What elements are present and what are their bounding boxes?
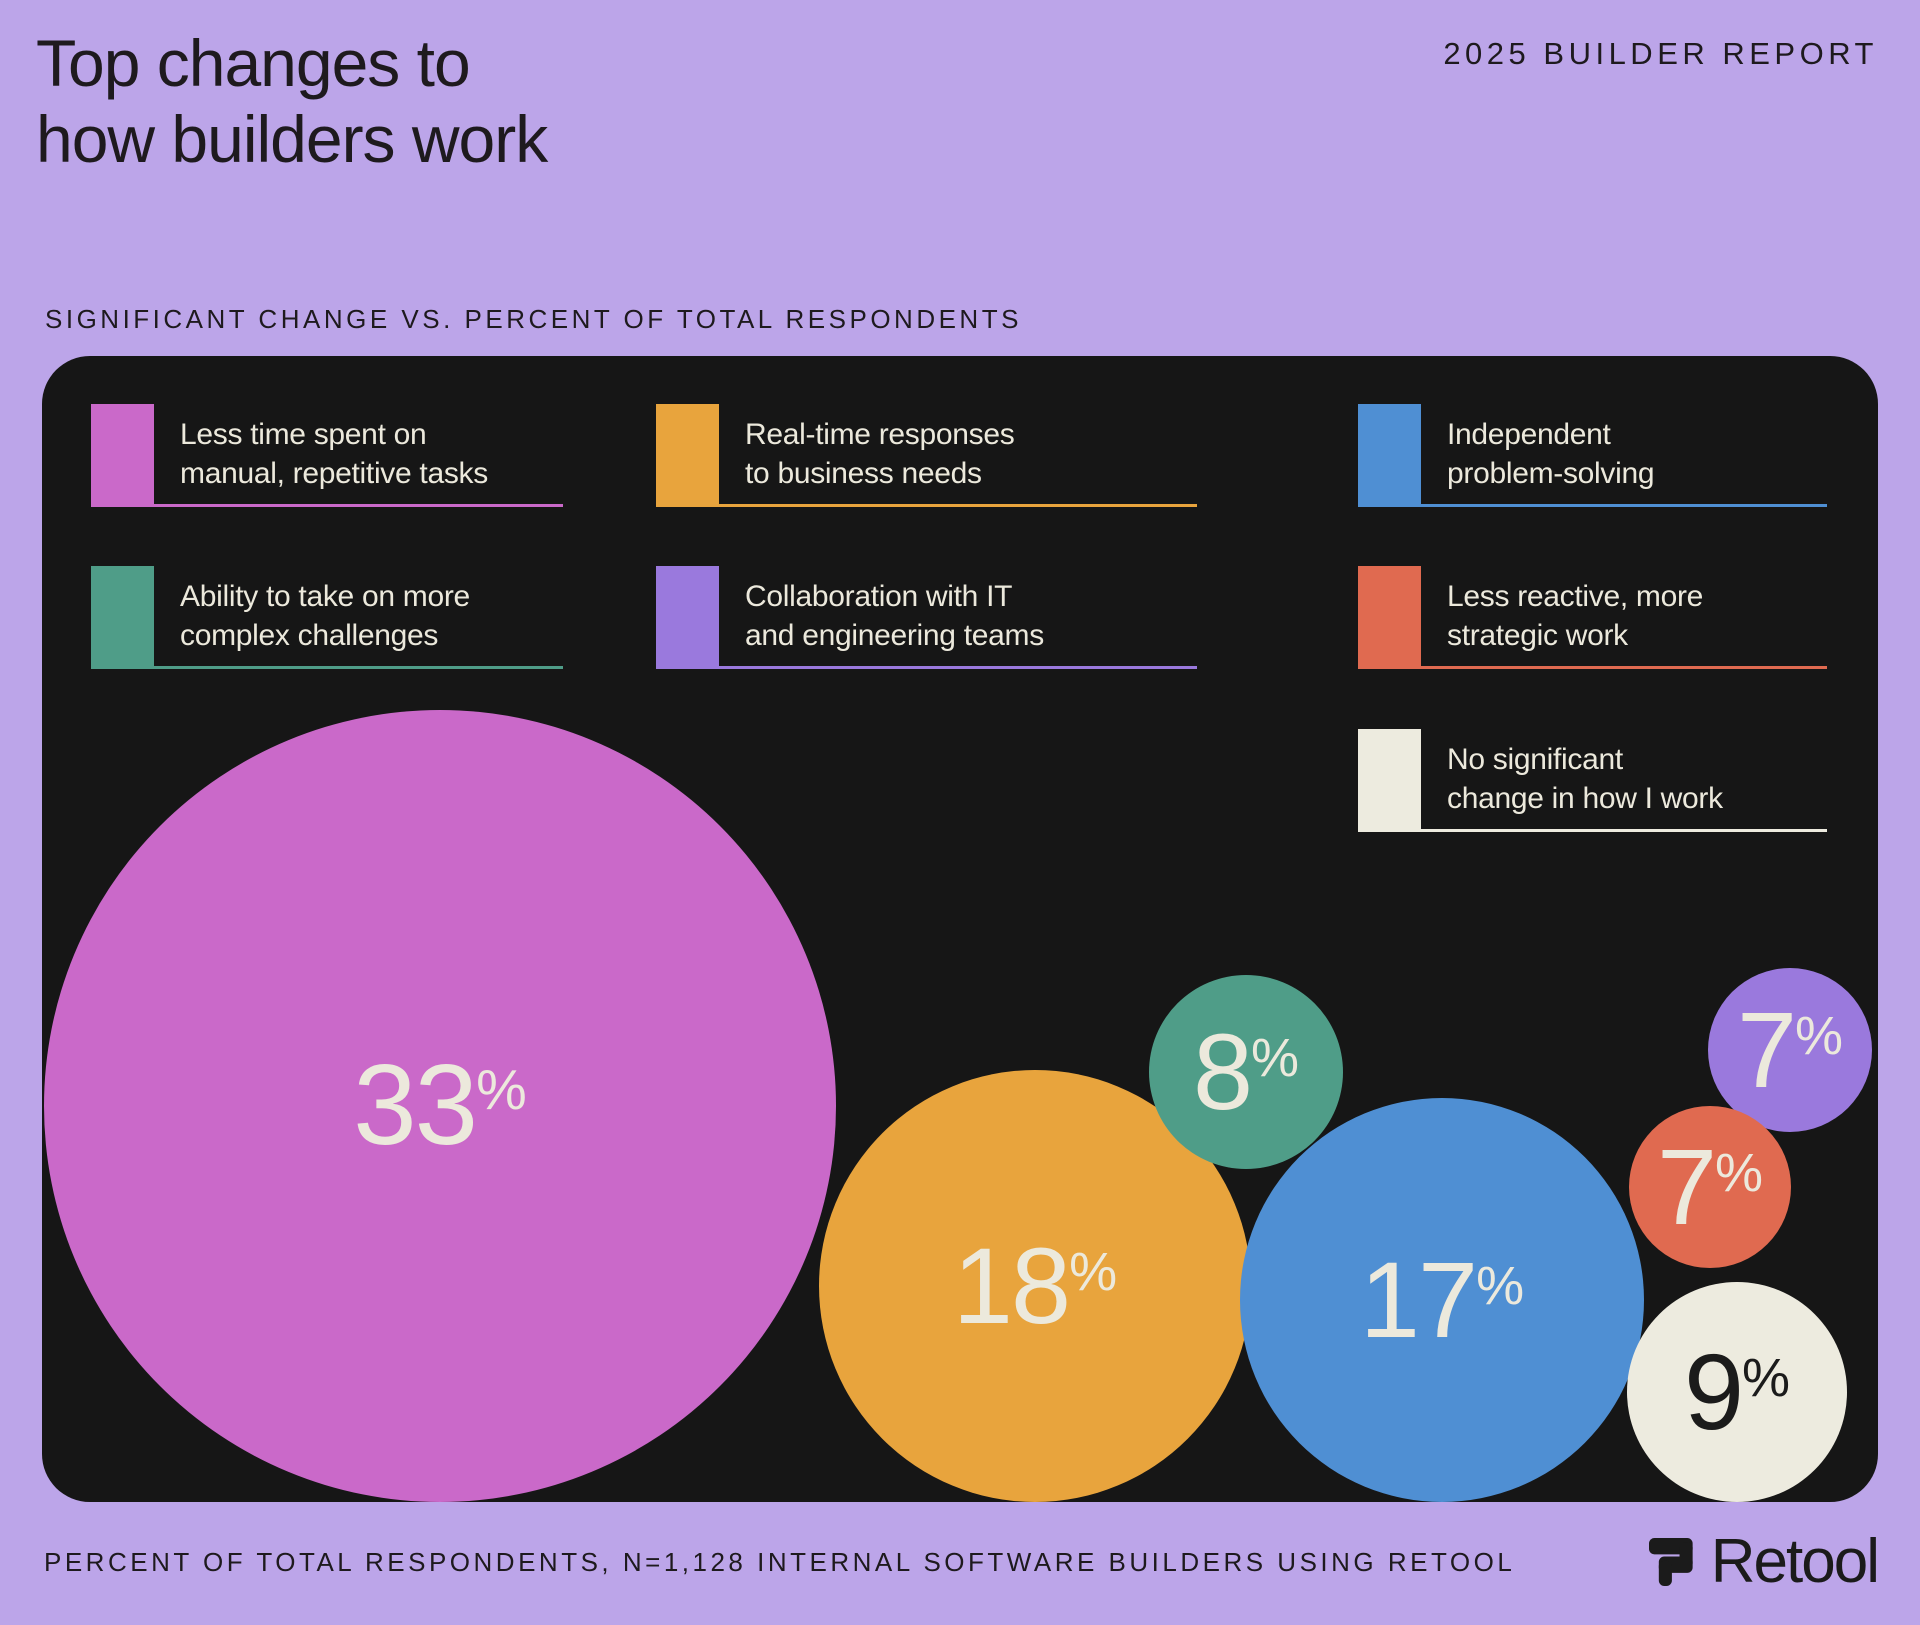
bubble-no-significant-change-9pct: 9% [1627, 1282, 1847, 1502]
bubble-complex-challenges-8pct: 8% [1149, 975, 1343, 1169]
bubble-value: 9% [1683, 1331, 1791, 1452]
percent-sign: % [1069, 1241, 1118, 1302]
legend-label: Ability to take on more complex challenge… [180, 580, 470, 652]
bubble-value: 8% [1192, 1011, 1300, 1132]
legend-item-collaboration-it: Collaboration with IT and engineering tea… [656, 566, 1197, 669]
legend-swatch-red [1358, 566, 1421, 666]
bubble-value: 18% [952, 1225, 1118, 1346]
legend-label: Collaboration with IT and engineering tea… [745, 580, 1044, 652]
legend-label: Real-time responses to business needs [745, 418, 1015, 490]
bubble-value: 33% [353, 1042, 527, 1169]
legend-swatch-purple [656, 566, 719, 666]
chart-subtitle: SIGNIFICANT CHANGE VS. PERCENT OF TOTAL … [45, 304, 1022, 334]
legend-item-no-significant-change: No significant change in how I work [1358, 729, 1827, 832]
legend-swatch-cream [1358, 729, 1421, 829]
legend-swatch-blue [1358, 404, 1421, 504]
percent-sign: % [1715, 1142, 1764, 1203]
percent-sign: % [1251, 1027, 1300, 1088]
report-label: 2025 BUILDER REPORT [1443, 36, 1878, 71]
legend-label: Independent problem-solving [1447, 418, 1655, 490]
bubble-value: 7% [1656, 1126, 1764, 1247]
title-line-2: how builders work [36, 101, 548, 176]
title-line-1: Top changes to [36, 26, 471, 100]
bubble-independent-problem-solving-17pct: 17% [1240, 1098, 1644, 1502]
percent-sign: % [1742, 1347, 1791, 1408]
legend-item-strategic-work: Less reactive, more strategic work [1358, 566, 1827, 669]
percent-sign: % [476, 1057, 527, 1122]
legend-label: Less reactive, more strategic work [1447, 580, 1704, 652]
legend-swatch-magenta [91, 404, 154, 504]
bubble-collaboration-it-7pct: 7% [1708, 968, 1872, 1132]
bubble-value: 17% [1359, 1239, 1525, 1360]
legend-item-less-manual-tasks: Less time spent on manual, repetitive tas… [91, 404, 563, 507]
bubble-value: 7% [1736, 989, 1844, 1110]
legend-swatch-orange [656, 404, 719, 504]
legend-swatch-teal [91, 566, 154, 666]
legend-item-real-time-responses: Real-time responses to business needs [656, 404, 1197, 507]
legend-item-complex-challenges: Ability to take on more complex challenge… [91, 566, 563, 669]
bubble-strategic-work-7pct: 7% [1629, 1106, 1791, 1268]
legend-item-independent-problem-solving: Independent problem-solving [1358, 404, 1827, 507]
footnote-caption: PERCENT OF TOTAL RESPONDENTS, N=1,128 IN… [44, 1546, 1516, 1577]
retool-wordmark: Retool [1710, 1527, 1880, 1596]
footer: PERCENT OF TOTAL RESPONDENTS, N=1,128 IN… [44, 1526, 1880, 1598]
percent-sign: % [1476, 1255, 1525, 1316]
legend-label: No significant change in how I work [1447, 743, 1723, 815]
brand-lockup: Retool [1648, 1527, 1880, 1596]
legend-label: Less time spent on manual, repetitive tas… [180, 418, 488, 490]
retool-logo-mark-icon [1648, 1538, 1697, 1586]
bubble-less-manual-tasks-33pct: 33% [44, 710, 836, 1502]
page-title: Top changes to how builders work [36, 26, 548, 178]
chart-panel: Less time spent on manual, repetitive tas… [42, 356, 1878, 1502]
percent-sign: % [1795, 1005, 1844, 1066]
